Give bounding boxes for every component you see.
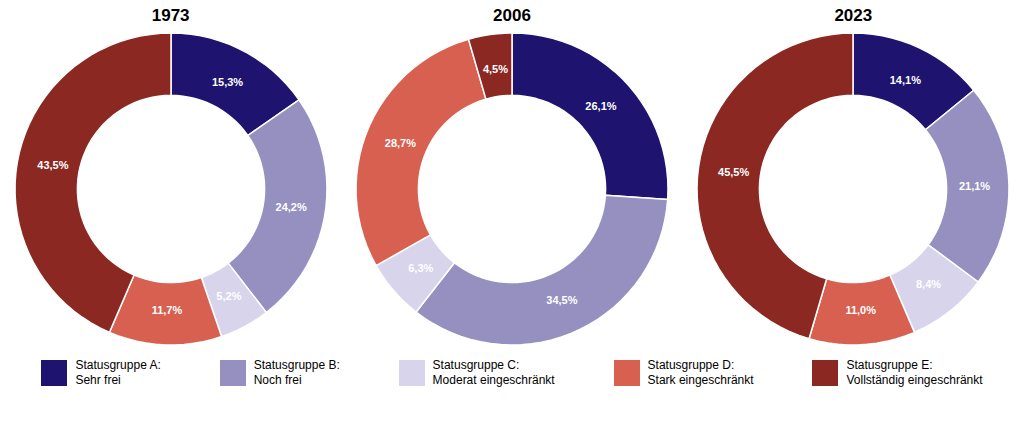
svg-text:26,1%: 26,1% [585, 100, 616, 112]
svg-text:11,7%: 11,7% [151, 304, 182, 316]
html-text:2006: 2006 [493, 6, 531, 25]
svg-text:21,1%: 21,1% [959, 180, 990, 192]
svg-text:6,3%: 6,3% [408, 262, 433, 274]
html-text:Statusgruppe E:: Statusgruppe E: [846, 358, 933, 372]
html-text:2023: 2023 [834, 6, 873, 25]
svg-text:4,5%: 4,5% [483, 63, 508, 75]
svg-text:45,5%: 45,5% [718, 166, 749, 178]
svg-text:34,5%: 34,5% [546, 294, 577, 306]
html-text:Statusgruppe D:: Statusgruppe D: [647, 358, 735, 372]
svg-text:8,4%: 8,4% [916, 278, 941, 290]
svg-text:15,3%: 15,3% [212, 76, 243, 88]
html-text:Statusgruppe A:: Statusgruppe A: [75, 358, 161, 372]
svg-text:24,2%: 24,2% [275, 201, 306, 213]
svg-text:11,0%: 11,0% [846, 304, 877, 316]
svg-text:43,5%: 43,5% [37, 159, 68, 171]
svg-text:28,7%: 28,7% [385, 137, 416, 149]
html-text:Statusgruppe C:: Statusgruppe C: [432, 358, 520, 372]
svg-text:5,2%: 5,2% [216, 290, 241, 302]
html-text:Stark eingeschränkt: Stark eingeschränkt [647, 373, 754, 387]
html-text:Noch frei: Noch frei [253, 373, 302, 387]
html-text:Moderat eingeschränkt: Moderat eingeschränkt [432, 373, 555, 387]
html-text:Statusgruppe B:: Statusgruppe B: [253, 358, 340, 372]
html-text:1973: 1973 [151, 6, 190, 25]
html-text:Sehr frei: Sehr frei [75, 373, 121, 387]
html-text:Vollständig eingeschränkt: Vollständig eingeschränkt [846, 373, 983, 387]
svg-text:14,1%: 14,1% [890, 74, 921, 86]
